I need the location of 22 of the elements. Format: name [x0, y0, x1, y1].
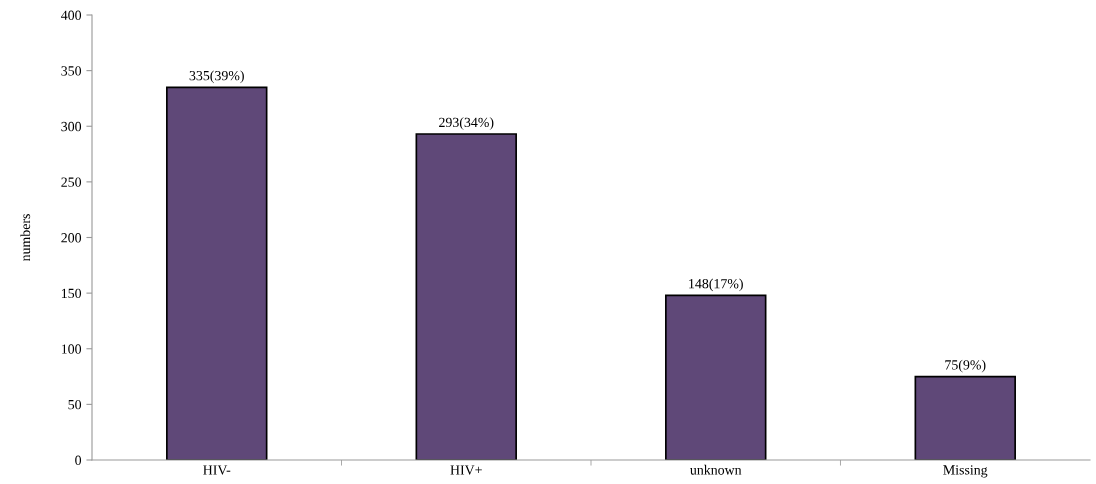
x-tick-label: unknown — [690, 464, 742, 475]
data-label: 293(34%) — [439, 117, 494, 130]
y-tick-label: 100 — [61, 344, 82, 354]
data-label: 148(17%) — [689, 278, 743, 292]
y-tick-label: 250 — [61, 177, 82, 187]
bar — [665, 294, 767, 460]
y-tick-label: 0 — [75, 455, 82, 465]
bar — [166, 86, 268, 460]
x-tick-label: Missing — [943, 465, 988, 478]
bar — [914, 375, 1016, 460]
bar — [415, 133, 517, 460]
x-tick-label: HIV+ — [450, 465, 482, 475]
y-tick-label: 400 — [61, 10, 82, 20]
x-tick-label: HIV- — [203, 465, 231, 475]
y-tick-label: 300 — [61, 121, 82, 132]
data-label: 75(9%) — [945, 359, 986, 373]
y-tick-label: 200 — [61, 233, 82, 243]
y-tick-label: 50 — [68, 399, 82, 410]
data-label: 335(39%) — [189, 70, 244, 84]
y-axis-title: numbers — [20, 214, 31, 262]
y-tick-label: 150 — [61, 288, 82, 299]
y-tick-label: 350 — [61, 66, 82, 76]
